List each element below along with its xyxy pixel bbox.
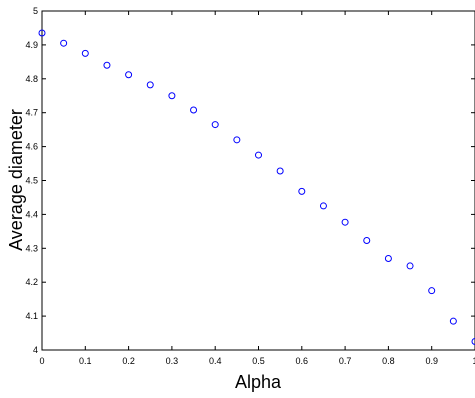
x-axis-label: Alpha bbox=[235, 372, 282, 392]
data-point bbox=[276, 167, 284, 175]
x-tick-label: 0.2 bbox=[122, 356, 135, 366]
data-point bbox=[81, 49, 89, 57]
data-point bbox=[168, 92, 176, 100]
y-tick-label: 4.5 bbox=[25, 176, 38, 186]
data-point bbox=[363, 237, 371, 245]
x-tick-label: 0.7 bbox=[339, 356, 352, 366]
data-point bbox=[341, 218, 349, 226]
y-tick-label: 4.8 bbox=[25, 74, 38, 84]
x-tick-label: 0.6 bbox=[296, 356, 309, 366]
y-tick-label: 5 bbox=[33, 6, 38, 16]
y-tick-label: 4.7 bbox=[25, 108, 38, 118]
data-point bbox=[471, 338, 475, 346]
data-point bbox=[38, 29, 46, 37]
y-tick-label: 4.3 bbox=[25, 243, 38, 253]
y-tick-label: 4.6 bbox=[25, 142, 38, 152]
data-point bbox=[255, 151, 262, 159]
y-axis-label: Average diameter bbox=[6, 109, 26, 251]
x-tick-label: 0.9 bbox=[425, 356, 438, 366]
data-point bbox=[449, 317, 457, 325]
tick-layer: 0 0.1 0.2 0.3 0.4 0.5 0.6 0.7 0.8 0.9 1 4 4.1 4.2 4.3 4… bbox=[25, 6, 475, 366]
data-point bbox=[211, 121, 219, 129]
y-tick-label: 4.1 bbox=[25, 311, 38, 321]
x-tick-label: 0.8 bbox=[382, 356, 395, 366]
data-point bbox=[233, 136, 241, 144]
y-tick-label: 4.9 bbox=[25, 40, 38, 50]
x-tick-label: 1 bbox=[472, 356, 475, 366]
x-tick-label: 0.3 bbox=[166, 356, 179, 366]
data-point bbox=[384, 254, 392, 262]
data-point bbox=[298, 187, 306, 195]
data-point bbox=[406, 262, 414, 270]
plot-area-frame bbox=[41, 10, 475, 351]
data-point bbox=[125, 71, 133, 79]
y-tick-label: 4.4 bbox=[25, 209, 38, 219]
data-point bbox=[428, 287, 436, 295]
data-point bbox=[103, 61, 111, 69]
data-point bbox=[60, 39, 68, 47]
x-tick-label: 0.1 bbox=[79, 356, 92, 366]
x-tick-label: 0 bbox=[39, 356, 44, 366]
y-tick-label: 4.2 bbox=[25, 277, 38, 287]
points-layer bbox=[38, 29, 475, 346]
data-point bbox=[190, 106, 198, 114]
x-tick-label: 0.5 bbox=[252, 356, 265, 366]
x-tick-label: 0.4 bbox=[209, 356, 222, 366]
data-point bbox=[146, 81, 154, 89]
y-tick-label: 4 bbox=[33, 345, 38, 355]
data-point bbox=[319, 202, 327, 210]
